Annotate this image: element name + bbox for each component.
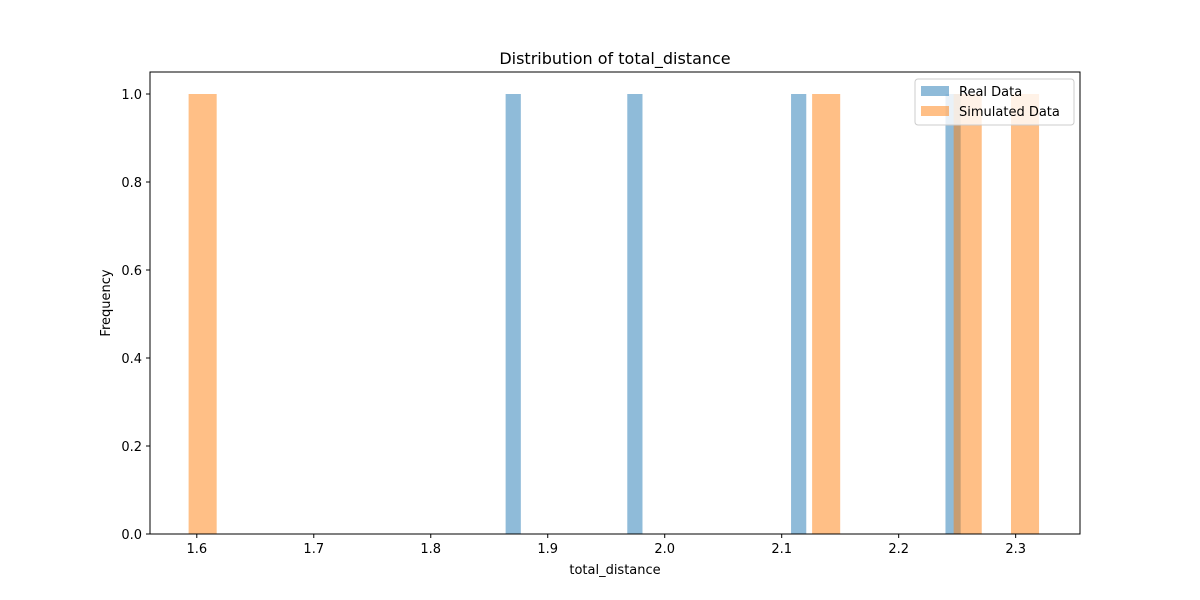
x-tick-label: 1.6 (186, 542, 207, 557)
plot-frame (149, 71, 1081, 535)
x-tick-label: 2.0 (654, 542, 675, 557)
real-data-series (505, 94, 961, 534)
x-tick-label: 1.8 (420, 542, 441, 557)
y-axis-ticks: 0.0 0.2 0.4 0.6 0.8 1.0 (121, 88, 150, 543)
real-data-bar-2 (627, 94, 643, 534)
x-tick-label: 2.1 (771, 542, 792, 557)
x-axis-ticks: 1.6 1.7 1.8 1.9 2.0 2.1 2.2 2.3 (186, 534, 1026, 557)
real-data-bar-3 (791, 94, 807, 534)
real-data-bar-1 (505, 94, 521, 534)
x-tick-label: 1.9 (537, 542, 558, 557)
legend-box (914, 78, 1075, 126)
x-axis-label: total_distance (569, 563, 660, 578)
simulated-data-bar-1 (188, 94, 217, 534)
y-axis-label: Frequency (99, 269, 114, 336)
legend-label-simulated: Simulated Data (959, 105, 1060, 120)
x-tick-label: 1.7 (303, 542, 324, 557)
y-tick-label: 0.4 (121, 352, 142, 367)
simulated-data-bar-2 (812, 94, 841, 534)
y-tick-label: 0.8 (121, 176, 142, 191)
y-tick-label: 1.0 (121, 88, 142, 103)
chart-title: Distribution of total_distance (499, 49, 730, 69)
y-tick-label: 0.2 (121, 440, 142, 455)
legend: Real Data Simulated Data (914, 78, 1075, 126)
simulated-data-bar-4 (1010, 94, 1040, 534)
simulated-data-series (188, 94, 1040, 534)
x-tick-label: 2.3 (1005, 542, 1026, 557)
x-tick-label: 2.2 (888, 542, 909, 557)
y-tick-label: 0.0 (121, 528, 142, 543)
simulated-data-bar-3 (953, 94, 982, 534)
legend-swatch-simulated (921, 106, 949, 116)
legend-label-real: Real Data (959, 85, 1022, 100)
legend-swatch-real (921, 86, 949, 96)
y-tick-label: 0.6 (121, 264, 142, 279)
